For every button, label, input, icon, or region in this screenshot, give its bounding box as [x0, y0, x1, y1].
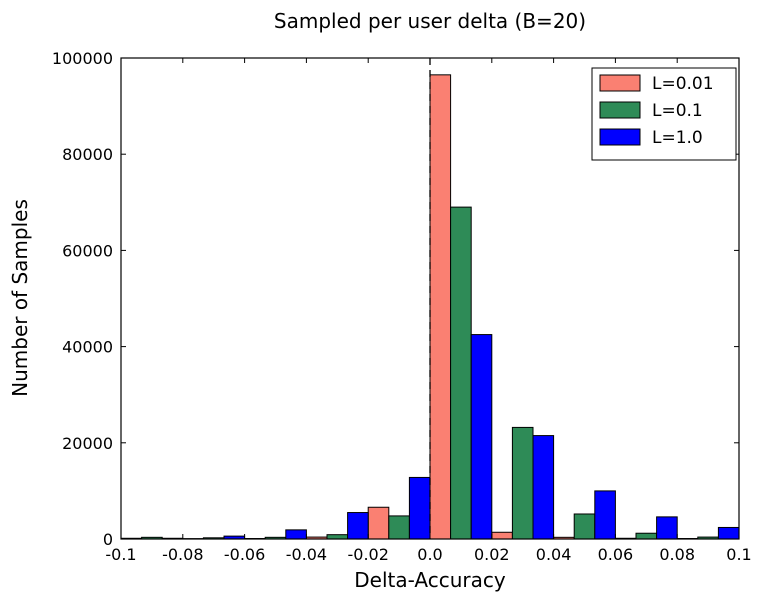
bar-l-1-0-bin-4 — [408, 476, 431, 540]
bar-l-0-1-bin-8 — [635, 532, 658, 540]
x-tick-label: -0.06 — [224, 545, 265, 564]
bar-l-1-0-bin-9 — [717, 526, 740, 540]
bar-l-1-0-bin-2 — [285, 529, 307, 540]
legend-swatch — [599, 101, 641, 119]
bar-l-0-1-bin-5 — [450, 206, 472, 540]
legend-swatch — [599, 128, 641, 146]
legend: L=0.01 L=0.1 L=1.0 — [591, 67, 737, 161]
x-tick-label: -0.04 — [286, 545, 327, 564]
x-tick-label: 0.1 — [726, 545, 751, 564]
bar-l-1-0-bin-6 — [532, 435, 555, 540]
y-tick-label: 0 — [103, 530, 113, 549]
y-tick-label: 80000 — [62, 145, 113, 164]
bar-l-1-0-bin-5 — [470, 334, 493, 540]
x-tick-label: -0.08 — [162, 545, 203, 564]
bar-l-0-1-bin-3 — [326, 534, 349, 540]
x-tick-label: 0.04 — [536, 545, 572, 564]
bar-l-1-0-bin-8 — [656, 516, 678, 540]
y-tick-label: 100000 — [52, 49, 113, 68]
x-tick-label: 0.06 — [598, 545, 634, 564]
legend-label: L=0.1 — [652, 101, 703, 121]
bar-l-1-0-bin-7 — [594, 490, 616, 540]
bar-l-0-01-bin-6 — [491, 531, 513, 540]
y-tick-label: 60000 — [62, 241, 113, 260]
bar-l-0-1-bin-6 — [511, 426, 534, 540]
bar-l-0-1-bin-4 — [388, 515, 410, 540]
legend-label: L=1.0 — [652, 128, 703, 148]
x-tick-label: 0.0 — [417, 545, 442, 564]
chart-title: Sampled per user delta (B=20) — [274, 9, 586, 33]
bar-l-1-0-bin-3 — [347, 512, 369, 540]
bar-l-0-01-bin-5 — [429, 74, 452, 540]
y-tick-label: 20000 — [62, 434, 113, 453]
y-tick-label: 40000 — [62, 338, 113, 357]
x-tick-label: -0.02 — [347, 545, 388, 564]
x-tick-label: -0.1 — [105, 545, 136, 564]
x-tick-label: 0.08 — [659, 545, 695, 564]
bar-l-0-1-bin-7 — [573, 513, 596, 540]
legend-label: L=0.01 — [652, 74, 714, 94]
x-axis-label: Delta-Accuracy — [354, 568, 506, 592]
y-axis-label: Number of Samples — [8, 199, 32, 397]
legend-swatch — [599, 74, 641, 92]
x-axis-ticks: -0.1 -0.08 -0.06 -0.04 -0.02 0.0 0.02 0.04 0.06 0… — [105, 58, 752, 564]
bar-l-0-01-bin-4 — [367, 506, 390, 540]
x-tick-label: 0.02 — [474, 545, 510, 564]
